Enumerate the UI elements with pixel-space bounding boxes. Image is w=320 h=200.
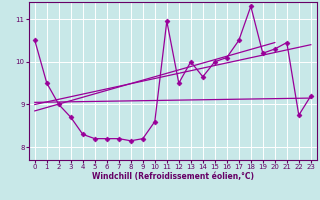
X-axis label: Windchill (Refroidissement éolien,°C): Windchill (Refroidissement éolien,°C) [92,172,254,181]
